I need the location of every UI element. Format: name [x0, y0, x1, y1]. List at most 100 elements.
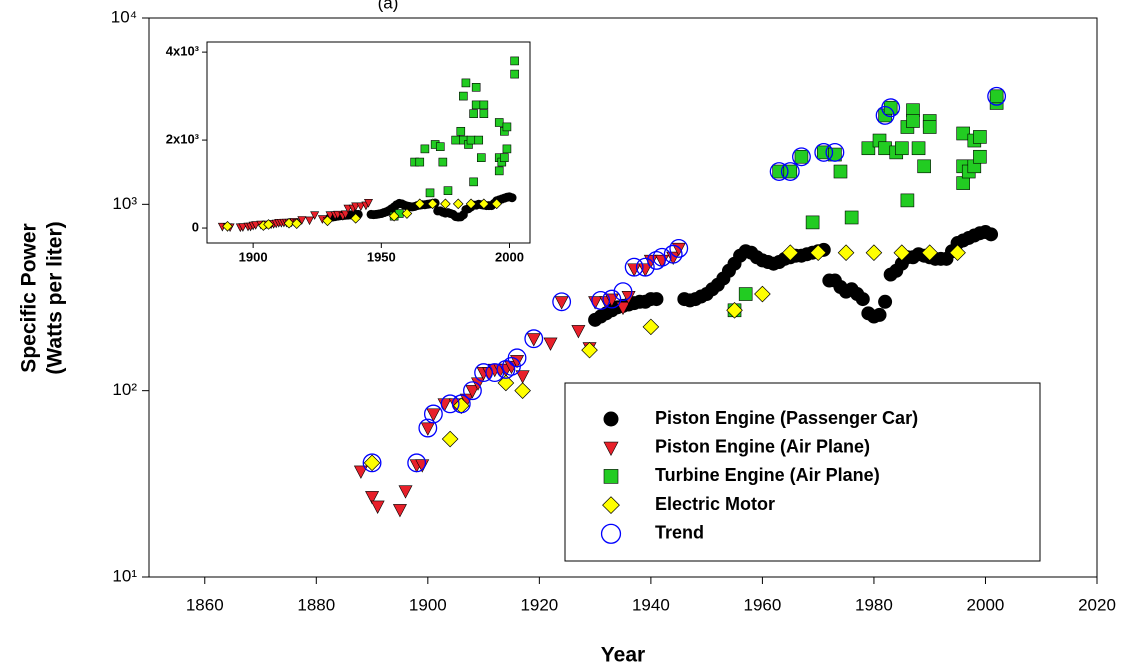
point: [956, 176, 970, 190]
point: [459, 91, 468, 101]
inset-y-tick-label: 2x10³: [166, 132, 200, 147]
point: [794, 149, 809, 164]
legend-label: Trend: [655, 523, 704, 543]
point: [783, 164, 798, 179]
point: [476, 153, 486, 162]
point: [420, 422, 435, 436]
legend-label: Piston Engine (Passenger Car): [655, 408, 918, 428]
point: [613, 282, 633, 302]
point: [780, 162, 800, 181]
point: [420, 144, 430, 154]
point: [616, 301, 630, 316]
inset: 1900 1950 2000 0 2x10³ 4x10³: [166, 41, 531, 264]
point: [364, 199, 373, 208]
point: [418, 418, 438, 438]
x-tick-label: 1980: [855, 595, 893, 614]
point: [425, 188, 435, 198]
point: [663, 244, 683, 264]
point: [515, 370, 530, 384]
point: [415, 157, 425, 167]
point: [363, 454, 381, 472]
point: [305, 216, 315, 226]
inset-x-tick-label: 1950: [367, 249, 396, 264]
point: [238, 223, 248, 232]
inset-y-tick-label: 0: [192, 219, 199, 234]
point: [496, 360, 516, 379]
point: [647, 251, 666, 270]
point: [494, 118, 504, 127]
point: [452, 198, 464, 210]
point: [350, 213, 361, 224]
y-axis-label: (Watts per liter): [44, 221, 67, 374]
point: [878, 294, 893, 309]
y-tick-label: 10²: [112, 380, 137, 399]
x-tick-label: 2000: [967, 595, 1005, 614]
point: [222, 220, 233, 232]
point: [973, 149, 987, 164]
point: [552, 292, 572, 312]
point: [809, 244, 827, 262]
point: [362, 453, 382, 473]
inset-y-tick-label: 4x10³: [166, 44, 200, 59]
point: [906, 114, 920, 128]
point: [353, 465, 368, 479]
point: [602, 496, 620, 514]
point: [479, 109, 489, 118]
point: [507, 193, 517, 203]
point: [526, 333, 541, 347]
legend-label: Turbine Engine (Air Plane): [655, 465, 880, 485]
point: [507, 348, 527, 368]
x-tick-label: 1920: [520, 595, 558, 614]
point: [443, 186, 453, 195]
point: [844, 210, 859, 225]
point: [463, 381, 482, 401]
x-tick-label: 2020: [1078, 595, 1116, 614]
point: [602, 289, 622, 309]
point: [861, 141, 876, 156]
point: [456, 126, 466, 136]
point: [322, 215, 333, 227]
point: [388, 210, 400, 222]
point: [340, 210, 350, 220]
point: [781, 244, 799, 262]
point: [510, 69, 519, 79]
point: [989, 89, 1004, 104]
point: [491, 198, 502, 210]
point: [478, 198, 490, 210]
point: [392, 504, 407, 518]
point: [911, 141, 926, 156]
y-tick-label: 10³: [112, 194, 137, 213]
point: [603, 469, 619, 484]
point: [769, 162, 789, 181]
point: [956, 126, 970, 141]
point: [642, 318, 660, 336]
point: [497, 374, 515, 392]
point: [500, 153, 509, 162]
point: [441, 430, 459, 448]
point: [624, 257, 644, 277]
point: [479, 100, 489, 110]
point: [297, 216, 307, 225]
point: [474, 135, 484, 145]
point: [423, 404, 443, 424]
point: [471, 100, 481, 110]
legend-label: Piston Engine (Air Plane): [655, 436, 870, 456]
point: [949, 244, 966, 262]
point: [600, 523, 622, 544]
inset-x-tick-label: 2000: [495, 249, 524, 264]
point: [502, 144, 512, 154]
point: [603, 441, 619, 457]
point: [603, 411, 619, 427]
point: [471, 83, 481, 92]
point: [973, 130, 987, 144]
point: [451, 394, 471, 414]
point: [649, 292, 664, 307]
point: [426, 408, 441, 422]
point: [494, 166, 504, 176]
point: [543, 337, 558, 351]
x-tick-label: 1880: [297, 595, 335, 614]
point: [635, 257, 655, 277]
point: [865, 244, 883, 262]
